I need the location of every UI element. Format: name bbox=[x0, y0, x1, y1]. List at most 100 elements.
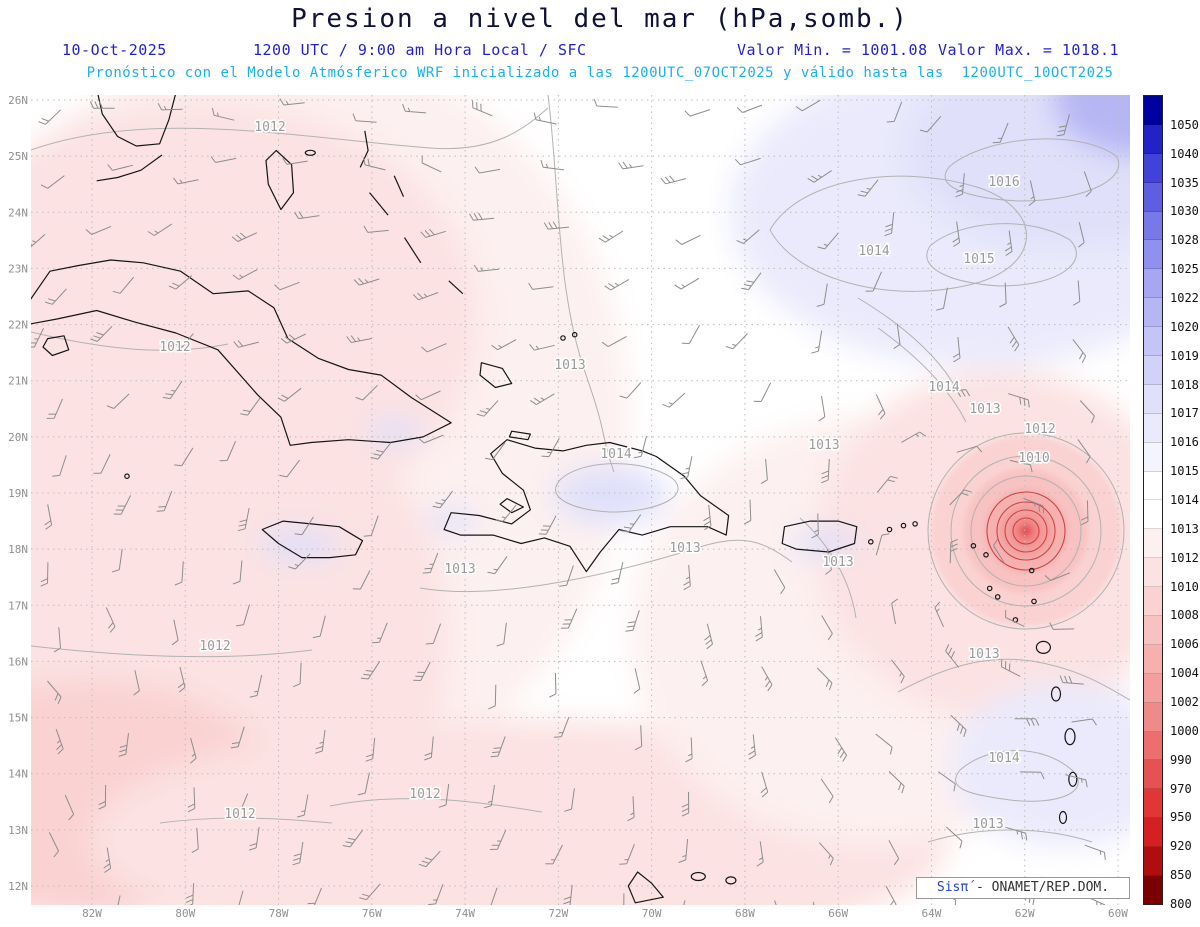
isobar-label: 1013 bbox=[444, 562, 475, 577]
isobar-label: 1012 bbox=[409, 787, 440, 802]
svg-text:72W: 72W bbox=[548, 907, 568, 920]
colorbar-cell bbox=[1144, 442, 1162, 472]
colorbar-cell bbox=[1144, 673, 1162, 703]
svg-text:82W: 82W bbox=[82, 907, 102, 920]
svg-text:25N: 25N bbox=[8, 150, 28, 163]
isobar-label: 1013 bbox=[808, 438, 839, 453]
colorbar-label: 1010 bbox=[1170, 579, 1199, 594]
isobar-label: 1013 bbox=[969, 402, 1000, 417]
watermark: Sisπ́ - ONAMET/REP.DOM. bbox=[916, 877, 1130, 899]
isobar-label: 1012 bbox=[159, 340, 190, 355]
colorbar: 1050 1040 1035 1030 1028 1025 1022 1020 1019 1018… bbox=[1143, 95, 1200, 911]
colorbar-label: 1018 bbox=[1170, 377, 1199, 392]
longitude-labels: 82W 80W 78W 76W 74W 72W 70W 68W 66W 64W 62W 60W bbox=[82, 907, 1128, 920]
colorbar-label: 1028 bbox=[1170, 233, 1199, 248]
wind-barbs bbox=[31, 98, 1106, 905]
latitude-labels: 26N 25N 24N 23N 22N 21N 20N 19N 18N 17N 16N 15N 14N 1… bbox=[8, 94, 28, 893]
svg-text:60W: 60W bbox=[1108, 907, 1128, 920]
colorbar-cell bbox=[1144, 413, 1162, 443]
colorbar-cell bbox=[1144, 644, 1162, 674]
colorbar-label: 1016 bbox=[1170, 435, 1199, 450]
isobar-label: 1014 bbox=[988, 751, 1019, 766]
isobar-label: 1012 bbox=[254, 120, 285, 135]
watermark-brand: Sisπ́ bbox=[936, 880, 969, 895]
isobar-contours bbox=[31, 95, 1130, 843]
svg-text:18N: 18N bbox=[8, 543, 28, 556]
colorbar-label: 1013 bbox=[1170, 521, 1199, 536]
colorbar-cell bbox=[1144, 240, 1162, 270]
colorbar-label: 1014 bbox=[1170, 493, 1199, 507]
isobar-label: 1016 bbox=[988, 175, 1019, 190]
colorbar-cell bbox=[1144, 182, 1162, 212]
colorbar-label: 1004 bbox=[1170, 666, 1199, 681]
forecast-date: 10-Oct-2025 bbox=[62, 41, 167, 59]
colorbar-scale bbox=[1143, 95, 1163, 905]
isobar-label: 1013 bbox=[669, 541, 700, 556]
svg-text:12N: 12N bbox=[8, 880, 28, 893]
colorbar-cell bbox=[1144, 876, 1162, 904]
svg-text:19N: 19N bbox=[8, 487, 28, 500]
isobar-label: 1014 bbox=[928, 380, 959, 395]
pressure-shading bbox=[31, 95, 1130, 905]
colorbar-label: 1008 bbox=[1170, 608, 1199, 623]
colorbar-label: 1020 bbox=[1170, 319, 1199, 334]
colorbar-cell bbox=[1144, 702, 1162, 732]
colorbar-cell bbox=[1144, 818, 1162, 848]
coastlines bbox=[31, 95, 1078, 904]
colorbar-cell bbox=[1144, 153, 1162, 183]
colorbar-cell bbox=[1144, 124, 1162, 154]
svg-text:20N: 20N bbox=[8, 431, 28, 444]
isobar-label: 1012 bbox=[224, 807, 255, 822]
isobar-label: 1010 bbox=[1018, 451, 1049, 466]
svg-text:16N: 16N bbox=[8, 655, 28, 668]
colorbar-label: 1012 bbox=[1170, 550, 1199, 565]
svg-text:66W: 66W bbox=[828, 907, 848, 920]
colorbar-label: 950 bbox=[1170, 810, 1192, 825]
low-center-shading bbox=[931, 436, 1121, 626]
colorbar-label: 1040 bbox=[1170, 146, 1199, 161]
svg-text:15N: 15N bbox=[8, 712, 28, 725]
isobar-label: 1013 bbox=[822, 555, 853, 570]
svg-text:26N: 26N bbox=[8, 94, 28, 107]
colorbar-label: 920 bbox=[1170, 839, 1192, 854]
colorbar-label: 1022 bbox=[1170, 291, 1199, 305]
svg-text:68W: 68W bbox=[735, 907, 755, 920]
colorbar-cell bbox=[1144, 211, 1162, 241]
colorbar-label: 990 bbox=[1170, 752, 1192, 767]
svg-text:14N: 14N bbox=[8, 768, 28, 781]
svg-text:21N: 21N bbox=[8, 375, 28, 388]
svg-text:24N: 24N bbox=[8, 206, 28, 219]
colorbar-cell bbox=[1144, 327, 1162, 357]
colorbar-label: 800 bbox=[1170, 897, 1192, 911]
svg-text:17N: 17N bbox=[8, 599, 28, 612]
svg-text:78W: 78W bbox=[269, 907, 289, 920]
page-title: Presion a nivel del mar (hPa,somb.) bbox=[291, 4, 909, 34]
valor-min: Valor Min. = 1001.08 bbox=[737, 41, 928, 59]
colorbar-cell bbox=[1144, 269, 1162, 299]
colorbar-cell bbox=[1144, 471, 1162, 501]
forecast-validity: 1200 UTC / 9:00 am Hora Local / SFC bbox=[253, 41, 587, 59]
colorbar-label: 850 bbox=[1170, 868, 1192, 883]
colorbar-cell bbox=[1144, 731, 1162, 761]
watermark-text: - ONAMET/REP.DOM. bbox=[968, 880, 1110, 895]
isobar-label: 1013 bbox=[972, 817, 1003, 832]
colorbar-label: 1019 bbox=[1170, 348, 1199, 363]
colorbar-cell bbox=[1144, 847, 1162, 877]
colorbar-cell bbox=[1144, 356, 1162, 385]
colorbar-label: 1030 bbox=[1170, 204, 1199, 219]
isobar-label: 1014 bbox=[858, 244, 889, 259]
svg-text:23N: 23N bbox=[8, 262, 28, 275]
colorbar-cell bbox=[1144, 298, 1162, 328]
colorbar-cell bbox=[1144, 789, 1162, 819]
svg-text:74W: 74W bbox=[455, 907, 475, 920]
svg-text:22N: 22N bbox=[8, 319, 28, 332]
colorbar-cell bbox=[1144, 500, 1162, 530]
colorbar-label: 1006 bbox=[1170, 637, 1199, 652]
isobar-labels: 1012 1016 1014 1015 1012 1013 1014 1013 1012 1010… bbox=[158, 119, 1057, 834]
isobar-label: 1012 bbox=[199, 639, 230, 654]
isobar-label: 1014 bbox=[600, 447, 631, 462]
valor-max: Valor Max. = 1018.1 bbox=[938, 41, 1120, 59]
low-center-isobars bbox=[986, 491, 1066, 571]
isobar-label: 1013 bbox=[968, 647, 999, 662]
